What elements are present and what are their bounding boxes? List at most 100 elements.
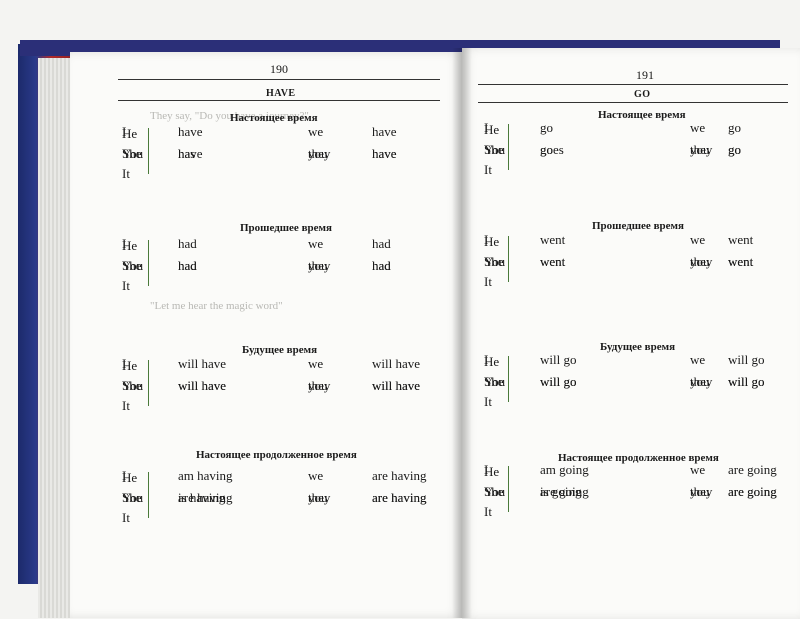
- section-title: Настоящее продолженное время: [558, 452, 719, 464]
- verb-form: will go: [540, 352, 577, 367]
- verb-form: are having: [178, 490, 233, 505]
- verb-form: go: [728, 142, 741, 157]
- pronoun: they: [308, 378, 331, 393]
- pronoun: you: [690, 254, 710, 269]
- verb-form: went: [540, 254, 566, 269]
- right-page: [462, 48, 800, 619]
- section-title: Настоящее продолженное время: [196, 449, 357, 461]
- pronoun: they: [690, 254, 713, 269]
- pronoun: I: [122, 356, 127, 371]
- pronoun-group: He She It: [484, 464, 504, 519]
- left-page: [70, 52, 462, 618]
- section-title: Прошедшее время: [592, 220, 684, 232]
- pronoun: we: [690, 232, 706, 247]
- pronoun: I: [484, 352, 489, 367]
- verb-form: have: [372, 146, 397, 161]
- pronoun: we: [308, 356, 324, 371]
- pronoun: You: [122, 146, 144, 161]
- pronoun: we: [308, 468, 324, 483]
- pronoun: they: [308, 146, 331, 161]
- verb-form: had: [372, 236, 391, 251]
- bracket-line: [148, 472, 149, 518]
- verb-form: am having: [178, 468, 233, 483]
- pronoun: I: [122, 236, 127, 251]
- bleed-through-text: They say, "Do you have a journey?": [150, 110, 309, 122]
- section-title: Настоящее время: [230, 112, 318, 124]
- pronoun: you: [308, 378, 328, 393]
- bracket-line: [508, 356, 509, 402]
- verb-form: had: [178, 258, 197, 273]
- pronoun: they: [690, 484, 713, 499]
- page-number-left: 190: [270, 62, 288, 76]
- verb-form: are going: [728, 484, 777, 499]
- verb-form: will have: [372, 378, 421, 393]
- verb-title-right: GO: [634, 89, 651, 100]
- pronoun: we: [308, 124, 324, 139]
- pronoun-group: He She It: [122, 358, 142, 413]
- page-number-right: 191: [636, 68, 654, 82]
- pronoun: You: [122, 378, 144, 393]
- pronoun-group: He She It: [484, 354, 504, 409]
- pronoun: I: [484, 232, 489, 247]
- verb-form: have: [178, 124, 203, 139]
- verb-form: go: [540, 120, 553, 135]
- bracket-line: [148, 240, 149, 286]
- pronoun: we: [690, 120, 706, 135]
- verb-form: will go: [540, 374, 577, 389]
- bracket-line: [508, 466, 509, 512]
- verb-form: will go: [728, 374, 765, 389]
- header-rule-right-2: [478, 102, 788, 103]
- section-title: Будущее время: [242, 344, 318, 356]
- pronoun: I: [122, 468, 127, 483]
- pronoun: they: [690, 142, 713, 157]
- verb-form: are having: [372, 468, 427, 483]
- verb-form: is going: [540, 484, 582, 499]
- verb-form: are going: [540, 484, 589, 499]
- verb-form: will go: [728, 352, 765, 367]
- pronoun: we: [690, 462, 706, 477]
- bracket-line: [148, 360, 149, 406]
- pronoun: we: [690, 352, 706, 367]
- verb-form: are having: [372, 490, 427, 505]
- pronoun: You: [122, 258, 144, 273]
- verb-form: are going: [728, 462, 777, 477]
- verb-form: had: [372, 258, 391, 273]
- pronoun: you: [308, 490, 328, 505]
- verb-form: will have: [178, 378, 227, 393]
- verb-form: will go: [728, 374, 765, 389]
- verb-form: go: [540, 142, 553, 157]
- pronoun: You: [122, 490, 144, 505]
- pronoun-group: He She It: [122, 470, 142, 525]
- verb-form: are having: [372, 490, 427, 505]
- pronoun: You: [484, 254, 506, 269]
- spine-shadow: [452, 48, 472, 618]
- pronoun: I: [484, 120, 489, 135]
- verb-form: go: [728, 120, 741, 135]
- verb-form: go: [728, 142, 741, 157]
- verb-form: have: [372, 146, 397, 161]
- verb-form: went: [728, 254, 754, 269]
- verb-form: went: [728, 232, 754, 247]
- verb-form: had: [178, 258, 197, 273]
- section-title: Прошедшее время: [240, 222, 332, 234]
- verb-form: went: [728, 254, 754, 269]
- verb-form: went: [540, 254, 566, 269]
- pronoun: You: [484, 142, 506, 157]
- verb-form: am going: [540, 462, 589, 477]
- verb-form: will have: [372, 378, 421, 393]
- verb-form: are going: [728, 484, 777, 499]
- bracket-line: [508, 124, 509, 170]
- section-title: Будущее время: [600, 341, 676, 353]
- verb-form: went: [540, 232, 566, 247]
- verb-form: will have: [178, 356, 227, 371]
- header-rule-right: [478, 84, 788, 85]
- verb-form: had: [372, 258, 391, 273]
- pronoun: you: [308, 258, 328, 273]
- pronoun: you: [690, 374, 710, 389]
- verb-form: have: [372, 124, 397, 139]
- section-title: Настоящее время: [598, 109, 686, 121]
- bleed-through-text: "Let me hear the magic word": [150, 300, 283, 312]
- verb-form: has: [178, 146, 196, 161]
- header-rule-left-2: [118, 100, 440, 101]
- verb-form: have: [178, 146, 203, 161]
